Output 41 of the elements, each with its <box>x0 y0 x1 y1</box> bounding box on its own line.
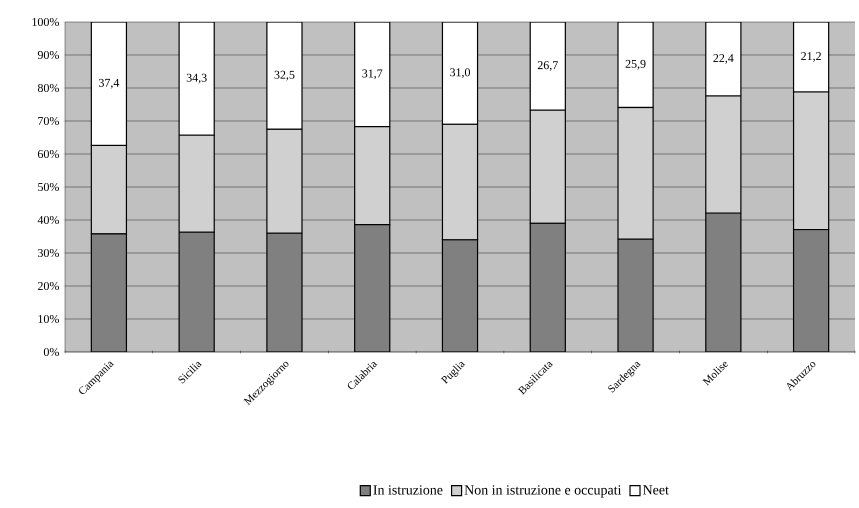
y-tick-label: 30% <box>38 248 59 258</box>
bar <box>705 212 742 352</box>
data-label: 37,4 <box>99 78 120 89</box>
bar <box>266 232 303 352</box>
bar <box>178 22 215 136</box>
bar <box>792 22 830 93</box>
data-label: 22,4 <box>713 54 734 64</box>
y-tick-label: 0% <box>44 348 59 356</box>
y-tick-label: 80% <box>38 84 59 92</box>
y-tick-label: 60% <box>38 150 59 158</box>
bar <box>792 228 830 352</box>
bar <box>354 22 390 128</box>
data-label: 31,0 <box>450 68 470 78</box>
y-tick-label: 100% <box>32 18 59 26</box>
legend-label: Non in istruzione e occupati <box>464 485 622 498</box>
y-tick-label: 10% <box>38 314 59 324</box>
data-label: 31,7 <box>362 69 382 80</box>
data-label: 25,9 <box>626 60 646 70</box>
bar <box>90 233 128 352</box>
bar <box>90 22 128 146</box>
y-tick-label: 90% <box>38 50 59 60</box>
legend-label: In istruzione <box>373 485 442 495</box>
bar <box>530 222 566 352</box>
bar <box>442 239 478 352</box>
data-label: 32,5 <box>274 70 294 81</box>
y-tick-label: 40% <box>38 216 59 224</box>
data-label: 21,2 <box>801 52 821 62</box>
data-label: 34,3 <box>186 74 207 84</box>
data-label: 26,7 <box>538 61 558 71</box>
bar <box>617 22 654 108</box>
bar <box>617 238 654 352</box>
bar <box>442 22 478 125</box>
bar <box>705 22 742 97</box>
y-tick-label: 50% <box>38 182 59 192</box>
y-tick-label: 20% <box>38 282 59 290</box>
bar <box>530 22 566 111</box>
bar <box>178 232 215 352</box>
legend-label: Neet <box>643 485 669 495</box>
bar <box>354 224 390 352</box>
bar <box>266 22 303 130</box>
y-tick-label: 70% <box>38 116 59 126</box>
